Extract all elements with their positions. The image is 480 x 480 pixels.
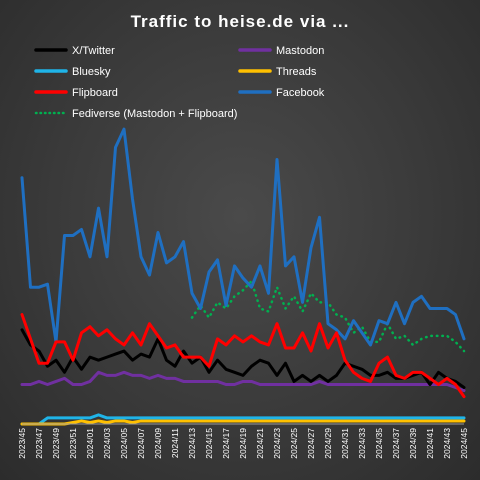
x-tick-label: 2024/17 <box>221 428 231 459</box>
series-line-x-twitter <box>20 328 466 390</box>
x-tick-label: 2024/05 <box>119 428 129 459</box>
x-tick-label: 2024/29 <box>323 428 333 459</box>
series-line-flipboard <box>20 313 466 399</box>
legend-label-4: Flipboard <box>72 87 118 99</box>
x-tick-label: 2024/41 <box>425 428 435 459</box>
legend-label-0: X/Twitter <box>72 45 115 57</box>
x-tick-label: 2024/11 <box>170 428 180 458</box>
x-tick-label: 2024/25 <box>289 428 299 459</box>
x-tick-label: 2024/09 <box>153 428 163 459</box>
series-line-mastodon <box>20 370 466 393</box>
x-tick-label: 2024/27 <box>306 428 316 459</box>
legend-label-1: Mastodon <box>276 45 324 57</box>
legend-label-6: Fediverse (Mastodon + Flipboard) <box>72 108 237 120</box>
series-line-bluesky <box>20 413 466 426</box>
x-axis: 2023/45 2023/47 2023/49 2023/51 2024/01 2024/… <box>17 423 469 459</box>
x-tick-label: 2023/47 <box>34 428 44 459</box>
chart-title: Traffic to heise.de via ... <box>131 12 350 31</box>
x-tick-label: 2024/21 <box>255 428 265 459</box>
x-tick-label: 2024/33 <box>357 428 367 459</box>
legend-label-3: Threads <box>276 66 317 78</box>
plot-area <box>20 127 466 426</box>
x-tick-label: 2024/45 <box>459 428 469 459</box>
x-tick-label: 2023/51 <box>68 428 78 459</box>
series-line-threads <box>20 419 466 426</box>
x-tick-label: 2024/43 <box>442 428 452 459</box>
legend-label-2: Bluesky <box>72 66 111 78</box>
x-tick-label: 2024/39 <box>408 428 418 459</box>
x-tick-label: 2024/07 <box>136 428 146 459</box>
x-tick-label: 2024/35 <box>374 428 384 459</box>
x-tick-label: 2023/49 <box>51 428 61 459</box>
chart-legend: X/Twitter Mastodon Bluesky Threads Flipboard… <box>34 45 325 120</box>
series-line-facebook <box>20 127 466 347</box>
x-tick-label: 2024/01 <box>85 428 95 459</box>
x-tick-label: 2024/13 <box>187 428 197 459</box>
x-tick-label: 2023/45 <box>17 428 27 459</box>
x-tick-label: 2024/23 <box>272 428 282 459</box>
x-tick-label: 2024/15 <box>204 428 214 459</box>
x-tick-label: 2024/37 <box>391 428 401 459</box>
x-tick-label: 2024/19 <box>238 428 248 459</box>
x-tick-label: 2024/31 <box>340 428 350 459</box>
series-line-fediverse-mastodon-flipboard <box>190 279 466 353</box>
x-tick-label: 2024/03 <box>102 428 112 459</box>
legend-label-5: Facebook <box>276 87 325 99</box>
